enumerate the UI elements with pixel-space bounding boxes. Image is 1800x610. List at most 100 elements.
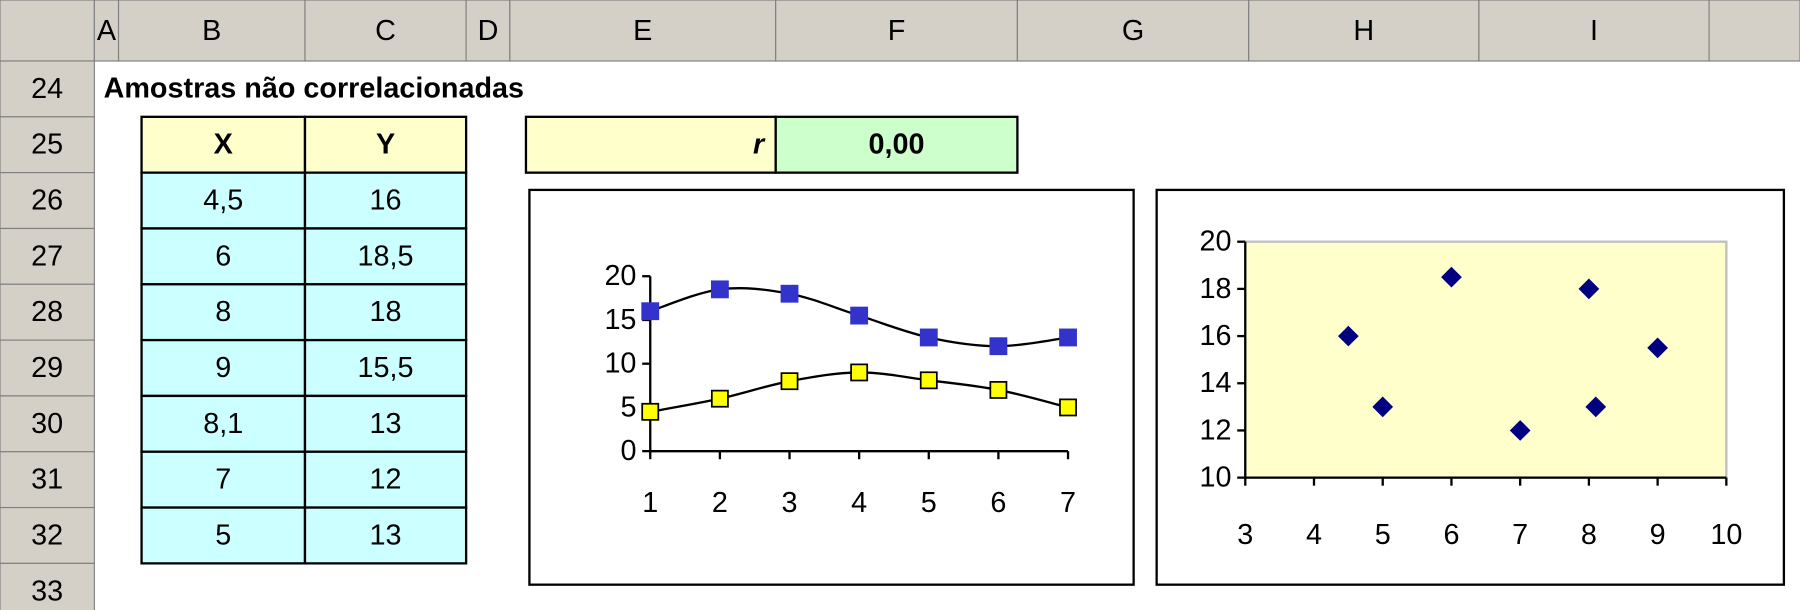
column-header-label: H: [1353, 15, 1374, 47]
x-tick-label: 4: [851, 487, 867, 519]
x-tick-label: 5: [921, 487, 937, 519]
table-cell: [303, 171, 468, 230]
r-value-cell: [774, 115, 1019, 174]
table-cell-text: 9: [215, 352, 231, 384]
table-cell-text: 5: [215, 519, 231, 551]
x-tick-label: 4: [1306, 519, 1322, 551]
table-cell-text: 13: [370, 408, 402, 440]
x-tick-label: 9: [1650, 519, 1666, 551]
column-header[interactable]: [775, 0, 1018, 62]
column-header[interactable]: [1248, 0, 1480, 62]
table-cell-text: 16: [370, 185, 402, 217]
column-header-label: B: [202, 15, 221, 47]
marker: [641, 302, 660, 321]
marker: [989, 381, 1008, 399]
y-tick-label: 10: [604, 348, 636, 380]
row-header[interactable]: [0, 283, 95, 341]
column-header[interactable]: [1708, 0, 1800, 62]
row-header-label: 32: [31, 519, 63, 551]
table-header-text: X: [214, 129, 233, 161]
row-header-label: 33: [31, 575, 63, 607]
sheet-title: Amostras não correlacionadas: [104, 73, 524, 105]
y-tick-label: 14: [1199, 367, 1231, 399]
y-tick-label: 20: [1199, 226, 1231, 258]
column-header-label: D: [478, 15, 499, 47]
header-corner: [0, 0, 95, 62]
x-tick-label: 6: [990, 487, 1006, 519]
row-header-label: 24: [31, 73, 63, 105]
column-header-label: A: [97, 15, 117, 47]
r-label: r: [753, 129, 766, 161]
table-cell-text: 12: [370, 464, 402, 496]
column-header-label: E: [633, 15, 652, 47]
column-header[interactable]: [93, 0, 120, 62]
table-cell: [303, 338, 468, 398]
column-header-label: I: [1590, 15, 1598, 47]
marker: [641, 402, 660, 421]
table-cell-text: 13: [370, 519, 402, 551]
table-cell-text: 7: [215, 464, 231, 496]
column-header[interactable]: [1478, 0, 1710, 62]
row-header-label: 31: [31, 464, 63, 496]
table-cell: [303, 394, 468, 453]
row-header-label: 25: [31, 129, 63, 161]
column-header-label: G: [1122, 15, 1144, 47]
table-cell-text: 18,5: [358, 240, 414, 272]
marker: [850, 306, 869, 325]
row-header[interactable]: [0, 227, 95, 285]
x-tick-label: 7: [1512, 519, 1528, 551]
x-tick-label: 3: [782, 487, 798, 519]
y-tick-label: 12: [1199, 414, 1231, 446]
y-tick-label: 16: [1199, 320, 1231, 352]
point: [1509, 420, 1531, 441]
y-tick-label: 20: [604, 260, 636, 292]
table-cell: [303, 283, 468, 342]
column-header[interactable]: [465, 0, 511, 62]
y-tick-label: 10: [1199, 462, 1231, 494]
table-cell-text: 6: [215, 240, 231, 272]
row-header[interactable]: [0, 116, 95, 174]
point: [1337, 325, 1359, 347]
marker: [919, 371, 938, 390]
column-header[interactable]: [1016, 0, 1250, 62]
table-cell: [140, 338, 307, 398]
x-tick-label: 1: [642, 487, 658, 519]
row-header[interactable]: [0, 506, 95, 564]
y-tick-label: 18: [1199, 273, 1231, 305]
marker: [780, 284, 799, 303]
marker: [919, 328, 938, 347]
chart-frame: [528, 188, 1135, 586]
row-header-label: 27: [31, 240, 63, 272]
marker: [850, 363, 869, 382]
x-tick-label: 10: [1710, 519, 1742, 551]
table-header-text: Y: [376, 129, 395, 161]
marker: [710, 280, 729, 299]
table-cell: [140, 506, 307, 565]
y-tick-label: 5: [620, 391, 636, 423]
column-header[interactable]: [304, 0, 467, 62]
column-header[interactable]: [509, 0, 777, 62]
x-tick-label: 6: [1443, 519, 1459, 551]
table-cell: [303, 506, 468, 565]
table-header-cell: [140, 115, 307, 174]
x-tick-label: 3: [1237, 519, 1253, 551]
x-tick-label: 2: [712, 487, 728, 519]
row-header[interactable]: [0, 562, 95, 610]
y-tick-label: 15: [604, 304, 636, 336]
marker: [1059, 328, 1077, 347]
row-header-label: 29: [31, 352, 63, 384]
row-header[interactable]: [0, 395, 95, 453]
table-cell-text: 4,5: [203, 185, 243, 217]
table-header-cell: [303, 115, 468, 174]
row-header-label: 26: [31, 185, 63, 217]
table-cell-text: 8: [215, 296, 231, 328]
row-header[interactable]: [0, 451, 95, 509]
point: [1578, 278, 1600, 300]
x-tick-label: 7: [1060, 487, 1076, 519]
row-header[interactable]: [0, 339, 95, 397]
marker: [989, 337, 1008, 356]
column-header[interactable]: [117, 0, 306, 62]
table-cell-text: 18: [370, 296, 402, 328]
row-header[interactable]: [0, 172, 95, 230]
